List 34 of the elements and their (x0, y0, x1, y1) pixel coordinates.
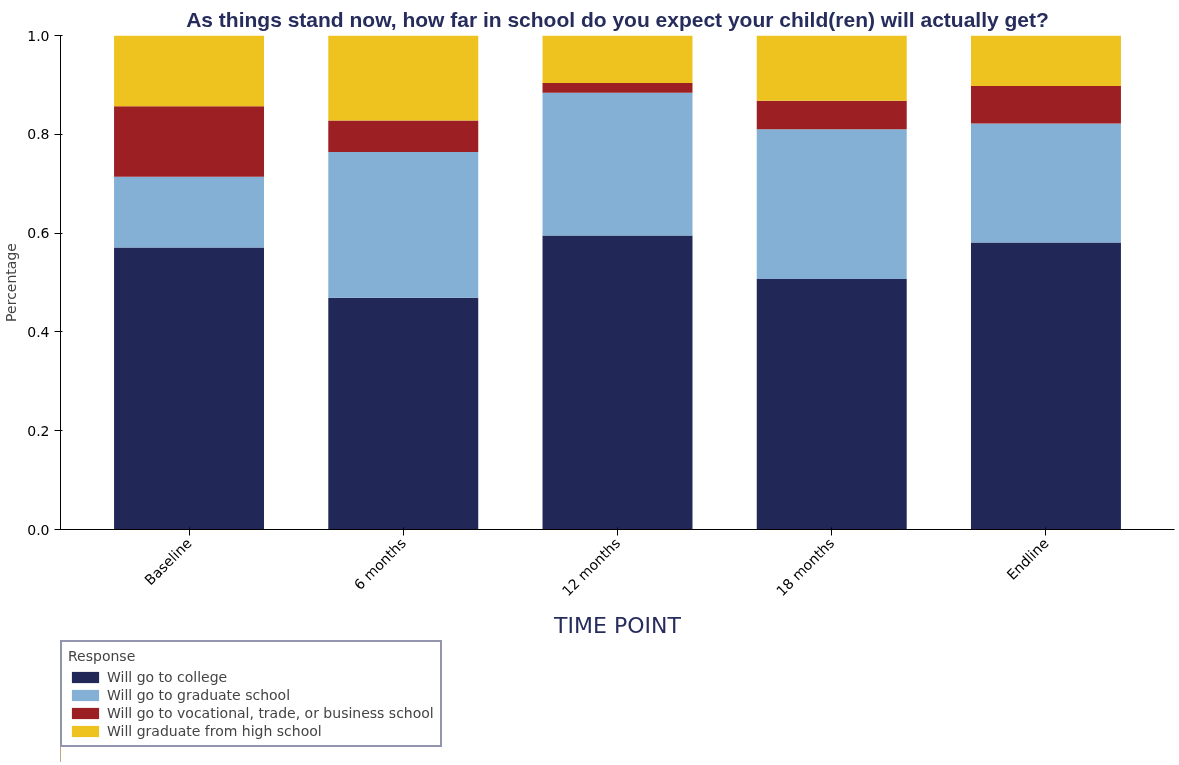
y-tick-label: 0.8 (27, 126, 50, 143)
legend-label: Will go to college (107, 669, 228, 685)
bar (328, 35, 479, 121)
y-tick-label: 0.6 (27, 225, 50, 242)
bar (970, 85, 1121, 124)
bar (756, 35, 907, 101)
legend-label: Will graduate from high school (107, 723, 322, 739)
bar (756, 279, 907, 530)
bar (328, 297, 479, 530)
x-axis-title: TIME POINT (553, 612, 682, 638)
bar (970, 123, 1121, 243)
bar (328, 120, 479, 153)
bar (542, 92, 693, 236)
legend-label: Will go to graduate school (107, 687, 291, 703)
legend-title: Response (68, 648, 137, 664)
bar (756, 129, 907, 280)
bar (970, 35, 1121, 86)
legend-label: Will go to vocational, trade, or business school (107, 705, 434, 721)
bar (542, 235, 693, 530)
bar (328, 152, 479, 298)
y-axis-title: Percentage (3, 243, 20, 322)
bar (970, 242, 1121, 530)
y-tick-label: 1.0 (27, 27, 50, 44)
bar (114, 106, 265, 177)
y-tick-label: 0.2 (27, 422, 50, 439)
bar (542, 35, 693, 83)
bar (114, 35, 265, 107)
bar (756, 100, 907, 130)
bar (542, 82, 693, 93)
y-tick-label: 0.0 (27, 521, 50, 538)
chart-title: As things stand now, how far in school do you expect your child(ren) will actually get? (186, 7, 1049, 31)
bar (114, 176, 265, 248)
y-tick-label: 0.4 (27, 323, 50, 340)
bar (114, 247, 265, 530)
